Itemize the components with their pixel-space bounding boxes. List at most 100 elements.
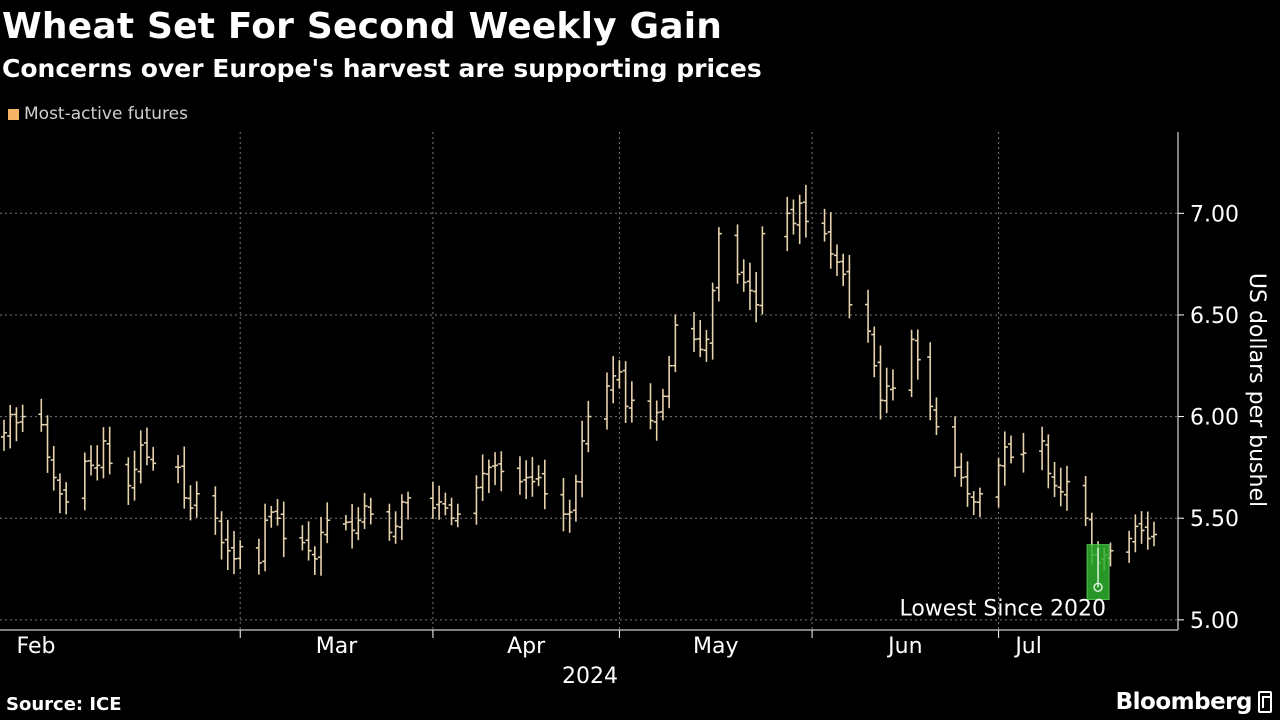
ohlc-bar [280,501,287,558]
ohlc-bar [734,224,741,284]
ohlc-bar [405,491,412,520]
ohlc-bar [1126,530,1133,563]
ohlc-bar [790,199,797,235]
ohlc-bar [299,525,306,551]
ohlc-bar [933,397,940,436]
ohlc-bar [81,452,88,511]
ohlc-bar [759,226,766,315]
legend-swatch [8,108,19,120]
ohlc-bar [579,420,586,498]
ohlc-bar [622,361,629,424]
ohlc-bar [833,244,840,277]
ohlc-bar [367,497,374,525]
ohlc-bar [877,345,884,420]
ohlc-bar [479,454,486,502]
ohlc-bar [1008,435,1015,464]
ohlc-bar [305,521,312,561]
ohlc-bar [318,516,325,576]
ohlc-bar [175,455,182,484]
ohlc-bar [585,400,592,453]
ohlc-bar [976,487,983,518]
ohlc-bar [691,312,697,352]
ohlc-bar [715,227,722,302]
ohlc-bar [1001,431,1008,486]
ohlc-bar [697,319,704,358]
ohlc-bar [964,461,971,507]
ohlc-bar [1063,465,1070,511]
ohlc-bar [1,419,7,451]
chart-subtitle: Concerns over Europe's harvest are suppo… [2,54,762,83]
ohlc-bar [746,262,753,311]
ohlc-bar [796,194,803,245]
ohlc-bar [448,497,455,526]
ohlc-bar [740,259,747,292]
ohlc-bar [398,494,405,541]
highlight-group: Lowest Since 2020 [899,544,1110,621]
ohlc-bar [324,502,331,544]
ohlc-bar [927,342,934,421]
ohlc-bar [560,477,567,532]
price-bars [1,184,1157,577]
x-tick-label: Apr [507,634,546,659]
year-label: 2024 [562,664,618,689]
ohlc-bar [535,465,542,487]
ohlc-bar [44,415,51,473]
ohlc-bar [442,492,449,516]
ohlc-bar [386,503,393,541]
ohlc-bar [703,330,710,362]
ohlc-bar [914,329,921,380]
ohlc-bar [212,486,219,535]
ohlc-bar [709,282,716,360]
ohlc-bar [666,356,673,409]
ohlc-bar [224,519,231,571]
ohlc-bar [572,474,579,522]
ohlc-bar [262,503,269,572]
ohlc-bar [616,360,623,389]
ohlc-bar [125,457,132,505]
ohlc-bar [274,499,281,526]
legend: Most-active futures [8,104,188,124]
ohlc-bar [1082,475,1089,527]
bloomberg-mark-icon [1258,691,1272,713]
ohlc-bar [840,253,847,286]
ohlc-bar [436,485,443,520]
ohlc-bar [653,400,660,441]
ohlc-bar [970,491,977,515]
ohlc-bar [255,538,262,575]
ohlc-bar [187,485,194,521]
ohlc-bar [1051,461,1058,498]
ohlc-bar [63,482,70,515]
ohlc-bar [610,356,617,404]
x-tick-label: May [693,634,738,659]
x-tick-label: Jul [1013,634,1042,659]
ohlc-bar [150,446,157,471]
ohlc-bar [355,507,362,541]
ohlc-bar [995,458,1002,508]
ohlc-bar [523,460,530,500]
ohlc-bar [218,511,225,560]
ohlc-bar [143,427,150,466]
ohlc-bar [802,184,809,238]
ohlc-bar [231,531,237,575]
ohlc-bar [13,407,20,442]
source-note: Source: ICE [6,694,122,715]
ohlc-bar [952,416,959,477]
x-tick-label: Jun [886,634,922,659]
ohlc-bar [1045,434,1052,489]
ohlc-bar [516,456,523,495]
ohlc-bar [50,445,57,491]
ohlc-bar [1020,432,1027,473]
ohlc-bar [485,459,492,494]
ohlc-bar [454,503,461,528]
ohlc-bar [88,445,95,476]
ohlc-bar [19,404,26,433]
low-marker [1093,582,1103,593]
annotation-label: Lowest Since 2020 [899,596,1106,621]
ohlc-bar [237,540,244,570]
ohlc-bar [827,212,834,269]
axes: 5.00 5.50 6.00 6.50 7.00 Feb Mar Apr May Jun Jul [0,132,1239,659]
ohlc-bar [193,481,200,518]
ohlc-bar [492,452,499,486]
ohlc-bar [566,499,573,533]
ohlc-bar [473,475,480,525]
